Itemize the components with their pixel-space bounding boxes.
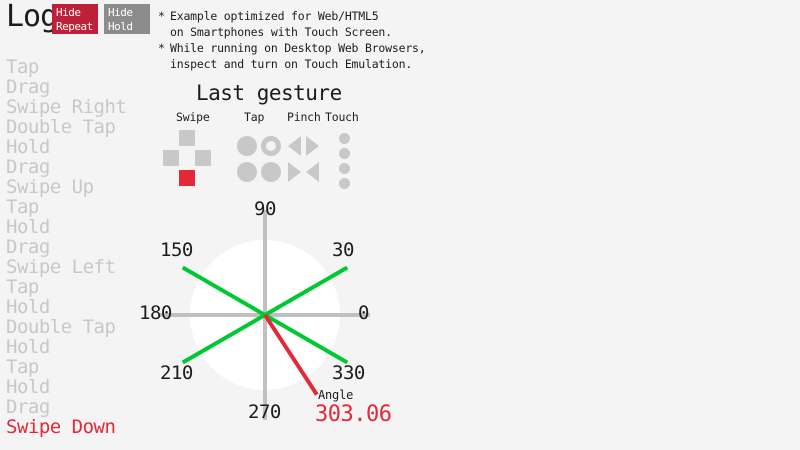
- tap-indicator-bottom-left: [237, 162, 257, 182]
- log-item: Tap: [6, 56, 39, 78]
- note-bullet-icon: *: [158, 9, 165, 23]
- touch-point-indicator-1: [339, 133, 350, 144]
- log-item: Swipe Left: [6, 256, 116, 278]
- log-item: Hold: [6, 336, 50, 358]
- log-item: Double Tap: [6, 116, 116, 138]
- swipe-left-indicator: [163, 150, 179, 166]
- tap-indicator-top-left: [237, 136, 257, 156]
- last-gesture-title: Last gesture: [196, 81, 342, 105]
- gesture-column-label-swipe: Swipe: [176, 110, 210, 124]
- gesture-column-label-tap: Tap: [244, 110, 265, 124]
- page-title: Log: [6, 0, 58, 34]
- radial-chart-svg: [160, 210, 370, 420]
- hide-hold-line1: Hide: [108, 6, 133, 19]
- swipe-down-indicator: [179, 170, 195, 186]
- log-item: Hold: [6, 376, 50, 398]
- tick-label-180: 180: [139, 302, 172, 324]
- log-list: Tap Drag Swipe Right Double Tap Hold Dra…: [6, 57, 156, 437]
- pinch-arrow-left-lower-icon: [306, 162, 319, 182]
- angle-readout-label: Angle: [318, 388, 354, 402]
- notes-block: * Example optimized for Web/HTML5 on Smar…: [158, 8, 426, 72]
- swipe-right-indicator: [195, 150, 211, 166]
- angle-readout-value: 303.06: [315, 402, 392, 427]
- swipe-up-indicator: [179, 130, 195, 146]
- log-item: Hold: [6, 216, 50, 238]
- tick-label-210: 210: [160, 362, 193, 384]
- touch-point-indicator-4: [339, 178, 350, 189]
- log-item: Hold: [6, 296, 50, 318]
- tap-indicator-top-right: [261, 136, 281, 156]
- log-item: Swipe Up: [6, 176, 94, 198]
- hide-repeat-line2: Repeat: [56, 20, 93, 33]
- pinch-arrow-right-icon: [306, 136, 319, 156]
- note-bullet-icon: *: [158, 41, 165, 55]
- tap-indicator-bottom-right: [261, 162, 281, 182]
- note-row: * While running on Desktop Web Browsers,: [158, 40, 426, 56]
- tick-label-0: 0: [358, 302, 369, 324]
- log-item: Tap: [6, 196, 39, 218]
- pinch-arrow-right-lower-icon: [288, 162, 301, 182]
- tick-label-330: 330: [332, 362, 365, 384]
- hide-hold-line2: Hold: [108, 20, 133, 33]
- log-item: Drag: [6, 76, 50, 98]
- angle-radial-chart: 90 150 30 180 0 210 330 270 Angle 303.06: [139, 195, 430, 450]
- log-item: Double Tap: [6, 316, 116, 338]
- gesture-column-label-pinch: Pinch: [287, 110, 321, 124]
- note-row: inspect and turn on Touch Emulation.: [158, 56, 426, 72]
- note-row: * Example optimized for Web/HTML5: [158, 8, 426, 24]
- log-item: Drag: [6, 396, 50, 418]
- note-text: on Smartphones with Touch Screen.: [170, 25, 392, 39]
- tick-label-270: 270: [248, 401, 281, 423]
- hide-repeat-button[interactable]: Hide Repeat: [52, 4, 98, 34]
- note-text: While running on Desktop Web Browsers,: [170, 41, 426, 55]
- tick-label-30: 30: [332, 239, 354, 261]
- tick-label-150: 150: [160, 239, 193, 261]
- chart-angle-needle: [263, 313, 319, 396]
- hide-repeat-line1: Hide: [56, 6, 81, 19]
- log-item: Hold: [6, 136, 50, 158]
- log-item: Tap: [6, 276, 39, 298]
- gesture-column-label-touch: Touch: [325, 110, 359, 124]
- note-text: Example optimized for Web/HTML5: [170, 9, 379, 23]
- touch-point-indicator-3: [339, 163, 350, 174]
- note-text: inspect and turn on Touch Emulation.: [170, 57, 413, 71]
- pinch-arrow-left-icon: [288, 136, 301, 156]
- tick-label-90: 90: [254, 198, 276, 220]
- log-item: Drag: [6, 156, 50, 178]
- log-item: Tap: [6, 356, 39, 378]
- log-item: Swipe Right: [6, 96, 127, 118]
- touch-point-indicator-2: [339, 148, 350, 159]
- note-row: on Smartphones with Touch Screen.: [158, 24, 426, 40]
- log-item-current: Swipe Down: [6, 416, 116, 438]
- log-item: Drag: [6, 236, 50, 258]
- hide-hold-button[interactable]: Hide Hold: [104, 4, 150, 34]
